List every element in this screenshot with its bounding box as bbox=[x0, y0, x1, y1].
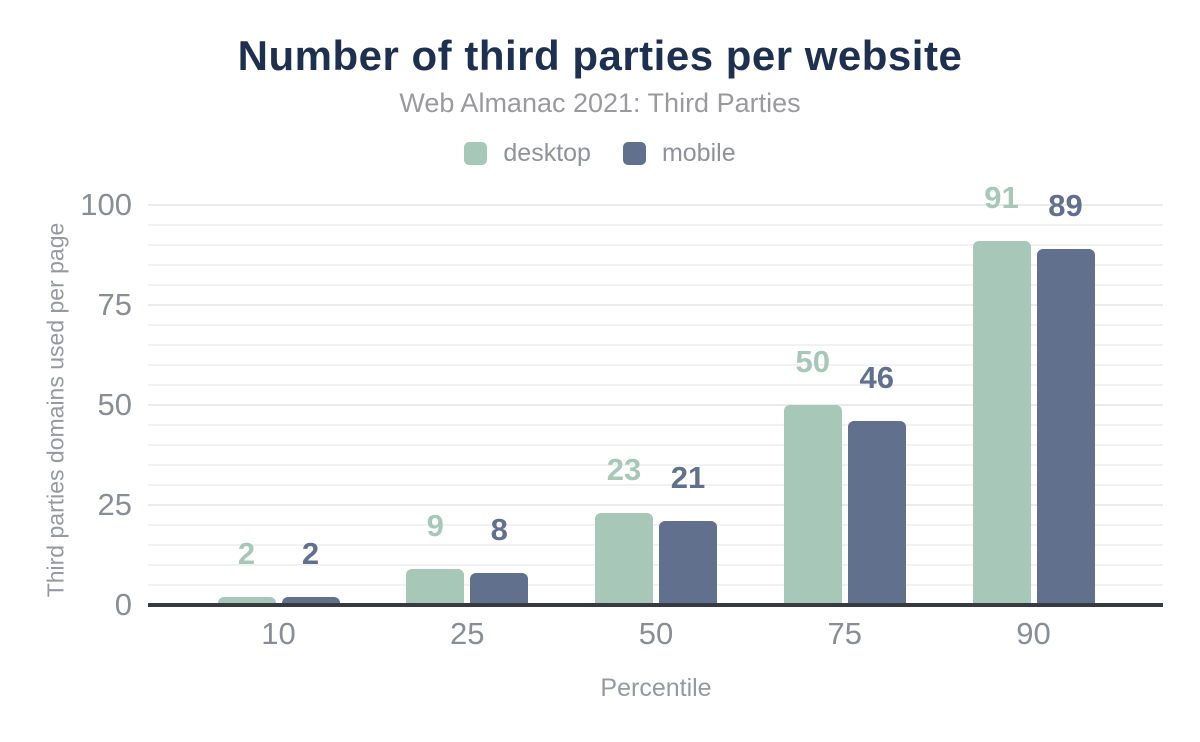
bar-value-desktop-p10: 2 bbox=[237, 536, 256, 571]
bar-desktop-p75[interactable]: 50 bbox=[783, 346, 842, 605]
x-axis-title: Percentile bbox=[600, 674, 712, 702]
bar-mobile-p75[interactable]: 46 bbox=[847, 362, 906, 605]
chart-subtitle: Web Almanac 2021: Third Parties bbox=[399, 88, 801, 118]
bar-mobile-p90[interactable]: 89 bbox=[1036, 190, 1095, 605]
bar-mobile-p10[interactable]: 2 bbox=[281, 538, 340, 605]
legend-item-mobile[interactable]: mobile bbox=[622, 139, 736, 168]
y-axis-title: Third parties domains used per page bbox=[42, 222, 69, 598]
x-tick-10: 10 bbox=[261, 616, 296, 651]
bar-group-75: 50 46 bbox=[783, 205, 906, 605]
bar-value-mobile-p90: 89 bbox=[1048, 188, 1083, 223]
x-tick-50: 50 bbox=[638, 616, 674, 651]
bar-desktop-p25[interactable]: 9 bbox=[406, 510, 465, 605]
chart-legend: desktop mobile bbox=[0, 139, 1200, 168]
bar-value-mobile-p25: 8 bbox=[490, 512, 508, 547]
bar-value-desktop-p75: 50 bbox=[795, 344, 830, 379]
grid-line-minor-65 bbox=[148, 344, 1163, 346]
grid-line-minor-35 bbox=[148, 464, 1163, 466]
bar-value-mobile-p10: 2 bbox=[301, 536, 320, 571]
bar-mobile-p25[interactable]: 8 bbox=[470, 514, 529, 605]
grid-line-minor-55 bbox=[148, 384, 1163, 386]
legend-label-desktop: desktop bbox=[503, 139, 591, 167]
bar-value-desktop-p90: 91 bbox=[984, 180, 1019, 215]
x-tick-25: 25 bbox=[450, 616, 485, 651]
bar-mobile-p50[interactable]: 21 bbox=[659, 462, 717, 605]
legend-swatch-desktop bbox=[464, 142, 488, 165]
legend-swatch-mobile bbox=[622, 142, 646, 165]
grid-line-minor-60 bbox=[148, 364, 1163, 366]
grid-line-minor-10 bbox=[148, 564, 1163, 566]
bar-desktop-p90[interactable]: 91 bbox=[972, 182, 1031, 605]
bar-value-desktop-p50: 23 bbox=[606, 452, 642, 487]
grid-line-minor-5 bbox=[148, 584, 1163, 586]
y-tick-75: 75 bbox=[97, 287, 132, 322]
y-tick-25: 25 bbox=[97, 487, 132, 522]
y-tick-0: 0 bbox=[114, 587, 132, 622]
bar-group-90: 91 89 bbox=[972, 182, 1095, 605]
x-axis-line bbox=[148, 603, 1163, 607]
grid-line-major-50 bbox=[148, 404, 1163, 406]
y-tick-100: 100 bbox=[80, 187, 132, 222]
grid-line-major-25 bbox=[148, 504, 1163, 506]
grid-line-minor-20 bbox=[148, 524, 1163, 526]
chart-title: Number of third parties per website bbox=[237, 32, 963, 79]
legend-item-desktop[interactable]: desktop bbox=[464, 139, 591, 168]
bar-value-mobile-p50: 21 bbox=[670, 460, 706, 495]
grid-line-minor-85 bbox=[148, 264, 1163, 266]
plot-area: 0 25 50 75 100 2 2 9 8 23 21 50 46 91 89 10 25 50 75 90 bbox=[80, 182, 1163, 650]
y-tick-50: 50 bbox=[97, 387, 132, 422]
grid-line-minor-45 bbox=[148, 424, 1163, 426]
grid-line-major-75 bbox=[148, 304, 1163, 306]
x-tick-90: 90 bbox=[1016, 616, 1051, 651]
bar-group-50: 23 21 bbox=[595, 205, 717, 605]
bar-value-desktop-p25: 9 bbox=[426, 508, 444, 543]
grid-line-minor-90 bbox=[148, 244, 1163, 246]
grid-line-minor-30 bbox=[148, 484, 1163, 486]
bar-desktop-p10[interactable]: 2 bbox=[217, 538, 276, 605]
grid-line-minor-95 bbox=[148, 224, 1163, 226]
bar-value-mobile-p75: 46 bbox=[859, 360, 894, 395]
grid-line-minor-70 bbox=[148, 324, 1163, 326]
bar-desktop-p50[interactable]: 23 bbox=[595, 454, 653, 605]
grid-line-minor-15 bbox=[148, 544, 1163, 546]
legend-label-mobile: mobile bbox=[661, 139, 736, 167]
grid-line-major-100 bbox=[148, 204, 1163, 206]
x-tick-75: 75 bbox=[827, 616, 862, 651]
grid-line-minor-40 bbox=[148, 444, 1163, 446]
grid-line-minor-80 bbox=[148, 284, 1163, 286]
